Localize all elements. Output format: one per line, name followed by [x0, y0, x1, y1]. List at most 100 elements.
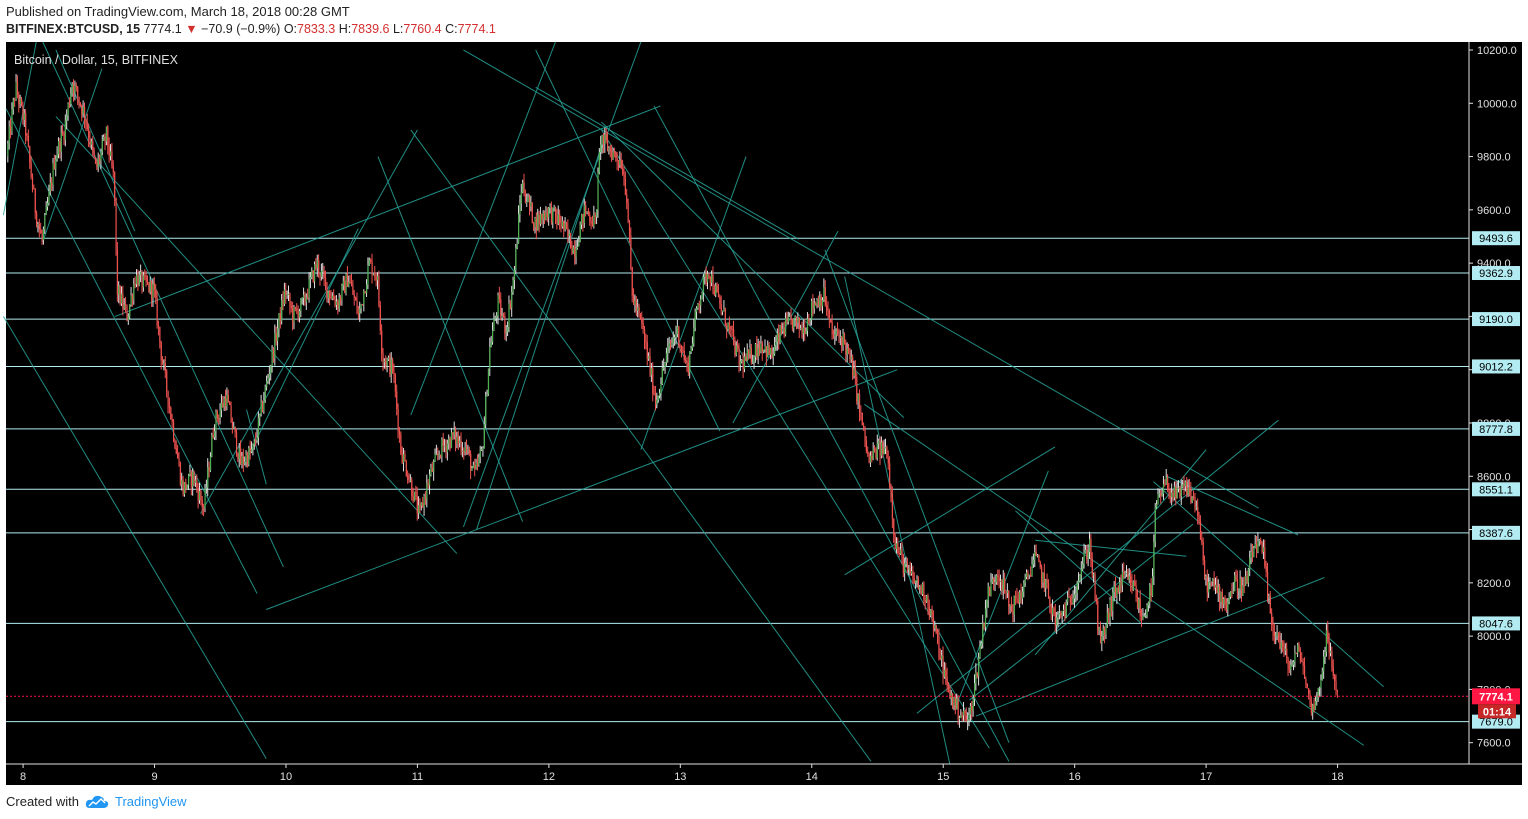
candle-body	[883, 448, 885, 455]
candle-body	[1284, 648, 1287, 651]
candle-body	[10, 126, 12, 132]
candle-body	[659, 392, 661, 396]
candle-body	[716, 285, 718, 293]
candle-body	[578, 241, 580, 247]
candle-body	[934, 625, 936, 629]
tradingview-link[interactable]: TradingView	[85, 794, 187, 809]
candle-body	[897, 543, 899, 554]
candle-body	[858, 394, 861, 413]
candle-body	[199, 490, 201, 501]
candle-body	[843, 333, 846, 343]
trendline	[42, 41, 284, 568]
candle-body	[1280, 642, 1282, 649]
candle-body	[103, 136, 105, 141]
candle-body	[27, 135, 30, 147]
candle-body	[1119, 581, 1121, 592]
time-tick-label: 13	[674, 771, 686, 783]
candle-body	[271, 349, 273, 366]
candle-body	[77, 87, 79, 97]
candle-body	[196, 480, 198, 488]
candle-body	[754, 344, 757, 357]
candle-body	[175, 448, 177, 454]
candle-body	[115, 197, 117, 250]
candle-body	[978, 657, 980, 677]
candle-body	[1154, 507, 1156, 542]
candle-body	[1277, 632, 1280, 636]
price-chart[interactable]: 7600.07800.08000.08200.08400.08600.08800…	[0, 40, 1528, 785]
candle-body	[722, 310, 724, 312]
candle-body	[546, 212, 548, 218]
candle-body	[1012, 610, 1014, 615]
candle-body	[660, 384, 662, 393]
candle-body	[1234, 575, 1236, 592]
candle-body	[1246, 575, 1248, 583]
candle-body	[1050, 604, 1052, 615]
candle-body	[1080, 569, 1082, 576]
candle-body	[300, 298, 302, 311]
candle-body	[460, 440, 462, 452]
candle-body	[549, 206, 551, 208]
candle-body	[661, 367, 664, 385]
candle-body	[1290, 664, 1292, 670]
candle-body	[786, 318, 788, 322]
candle-body	[727, 322, 729, 330]
candle-body	[48, 191, 50, 203]
candle-body	[245, 454, 247, 463]
candle-body	[179, 462, 182, 485]
candle-body	[927, 595, 929, 607]
candle-body	[151, 281, 153, 298]
candle-body	[1065, 601, 1067, 618]
candle-body	[263, 400, 265, 411]
candle-body	[256, 437, 258, 441]
candle-body	[390, 359, 392, 375]
candle-body	[457, 436, 459, 444]
time-axis[interactable]: 8 9 10 11 12 13 14 15 16 17 18	[20, 764, 1344, 783]
candle-body	[868, 453, 870, 463]
candle-body	[97, 158, 99, 167]
candle-body	[535, 218, 538, 231]
low-label: L:	[392, 22, 404, 36]
candle-body	[88, 128, 90, 138]
candle-body	[1186, 481, 1188, 495]
candle-body	[1143, 615, 1145, 617]
candle-body	[526, 201, 528, 203]
candle-body	[875, 450, 877, 459]
candle-body	[79, 102, 82, 106]
candle-body	[412, 495, 414, 502]
candle-body	[620, 160, 622, 169]
candle-body	[145, 275, 147, 282]
level-label-box	[1472, 482, 1520, 497]
candle-body	[972, 699, 974, 711]
candle-body	[1084, 550, 1087, 553]
candle-body	[108, 146, 110, 157]
candle-body	[471, 467, 473, 471]
trendline	[463, 49, 1259, 509]
candle-body	[345, 274, 347, 293]
candle-body	[1021, 591, 1024, 599]
candle-body	[1076, 583, 1078, 594]
candle-body	[331, 295, 334, 299]
price-axis-background	[1469, 42, 1522, 764]
candle-body	[129, 304, 131, 317]
candle-body	[611, 151, 613, 160]
candle-body	[884, 447, 887, 449]
candle-body	[834, 334, 836, 337]
candle-body	[874, 449, 876, 451]
candle-body	[274, 332, 276, 359]
candle-body	[638, 307, 640, 314]
candle-body	[1325, 630, 1328, 653]
candle-body	[309, 277, 312, 280]
candle-body	[534, 218, 536, 228]
candle-body	[45, 206, 47, 215]
trendline	[1015, 510, 1141, 624]
candle-body	[1190, 487, 1192, 502]
candle-body	[367, 265, 369, 285]
candle-body	[869, 455, 872, 463]
candle-body	[167, 390, 169, 406]
candle-body	[47, 202, 49, 207]
candle-body	[1158, 493, 1161, 495]
candle-body	[926, 595, 928, 602]
candle-body	[349, 281, 351, 283]
candle-body	[671, 343, 673, 346]
candle-body	[327, 291, 329, 299]
